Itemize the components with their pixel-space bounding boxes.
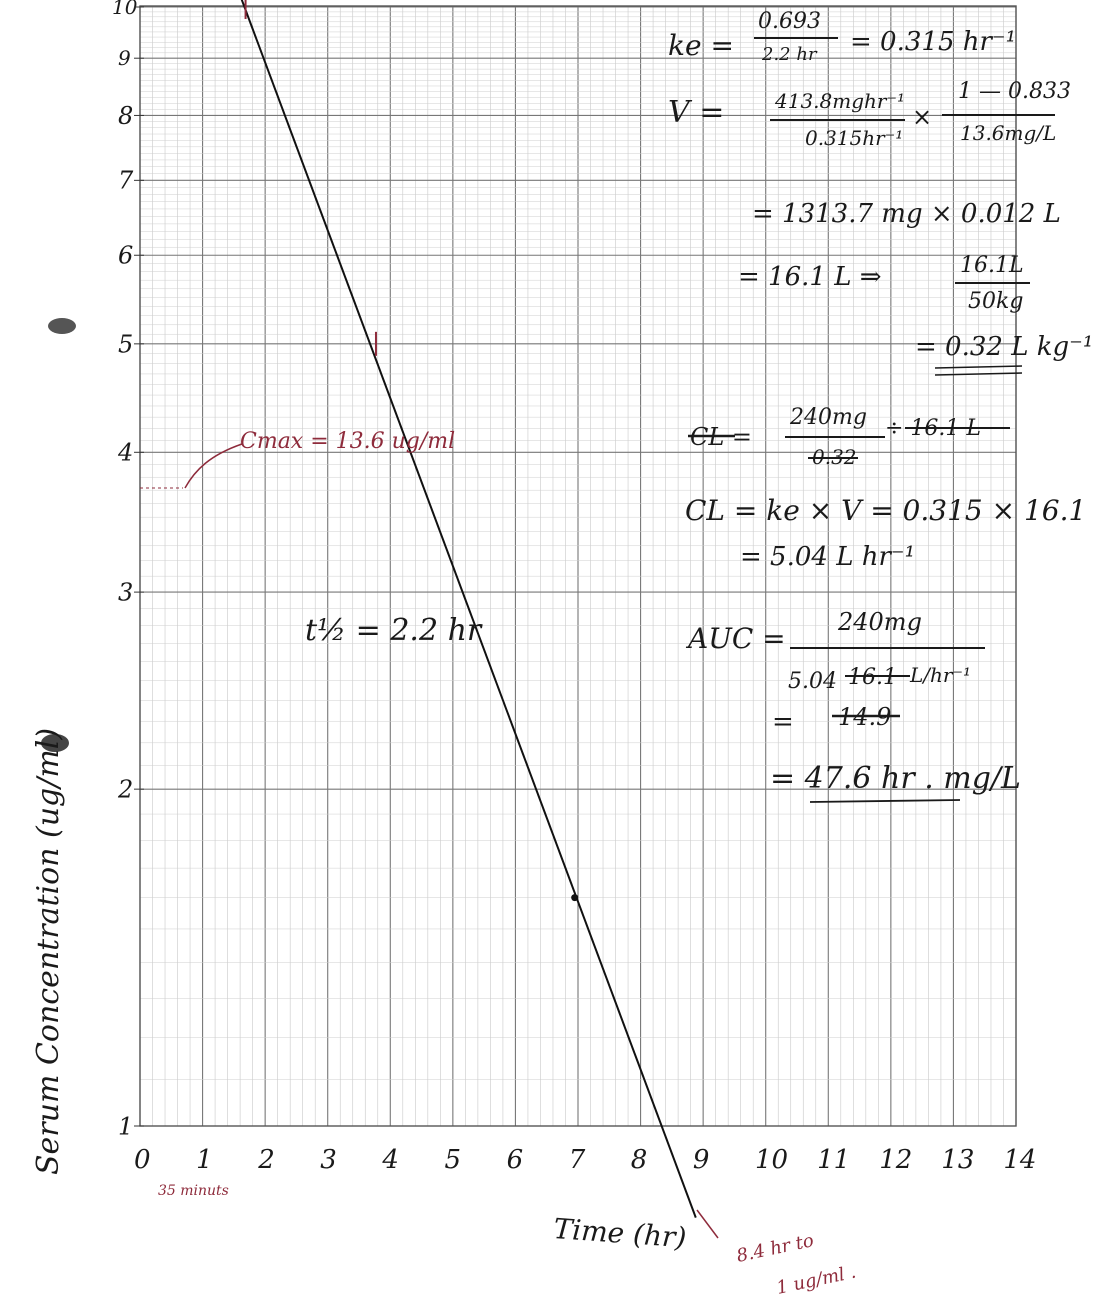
ke-denominator: 2.2 hr (761, 44, 818, 65)
y-tick-label: 4 (117, 439, 133, 467)
y-tick-label: 3 (118, 579, 133, 607)
y-tick-label: 8 (118, 102, 133, 130)
x-tick-label: 0 (134, 1145, 151, 1175)
y-tick-label: 6 (118, 242, 133, 270)
binder-hole (48, 318, 76, 334)
data-point (571, 894, 579, 902)
auc-underline (809, 799, 961, 803)
v-denominator-2: 13.6mg/L (960, 121, 1056, 145)
plot-area (240, 0, 697, 1218)
cl-struck-numerator: 240mg (789, 405, 867, 430)
cmax-annotation: Cmax = 13.6 ug/ml (240, 429, 455, 454)
v-step-3: = 16.1 L ⇒ (738, 262, 882, 292)
auc-result: = 47.6 hr . mg/L (770, 761, 1021, 796)
y-tick-label: 5 (118, 330, 133, 358)
y-tick-label: 10 (112, 0, 138, 19)
half-life-label: t½ = 2.2 hr (305, 613, 483, 648)
x-tick-label: 6 (507, 1145, 524, 1175)
v-underline-2 (934, 372, 1023, 376)
y-tick-label: 7 (118, 167, 134, 195)
x-tick-label: 13 (941, 1145, 974, 1175)
y-axis-label: Serum Concentration (ug/ml) (31, 728, 66, 1175)
endpoint-pointer (696, 1209, 719, 1239)
v-step-2: = 1313.7 mg × 0.012 L (752, 199, 1061, 229)
v-numerator-2: 1 — 0.833 (958, 79, 1071, 104)
minutes-annotation: 35 minuts (158, 1183, 229, 1199)
v-lhs: V = (668, 95, 724, 130)
y-tick-label: 1 (118, 1112, 133, 1140)
auc-denominator-unit: L/hr⁻¹ (909, 663, 971, 687)
x-tick-label: 14 (1003, 1145, 1036, 1175)
auc-denominator: 5.04 (788, 669, 837, 694)
x-tick-label: 2 (257, 1145, 275, 1175)
endpoint-annotation-line1: 8.4 hr to (735, 1230, 816, 1267)
endpoint-annotation-line2: 1 ug/ml . (775, 1262, 858, 1299)
series-line (240, 0, 697, 1218)
v-denominator-1: 0.315hr⁻¹ (805, 126, 903, 150)
x-tick-label: 4 (381, 1145, 399, 1175)
v-fraction-denominator: 50kg (968, 289, 1023, 314)
calculations: ke = 0.693 2.2 hr = 0.315 hr⁻¹ V = 413.8… (668, 9, 1093, 803)
x-tick-label: 12 (879, 1145, 912, 1175)
grid-frame (139, 5, 1017, 1127)
y-tick-label: 2 (117, 776, 133, 804)
v-times: × (912, 103, 932, 131)
auc-numerator: 240mg (837, 608, 922, 636)
v-fraction-numerator: 16.1L (960, 253, 1024, 278)
x-tick-label: 10 (755, 1145, 788, 1175)
v-numerator-1: 413.8mghr⁻¹ (774, 89, 905, 113)
x-tick-label: 11 (817, 1145, 850, 1175)
x-tick-label: 5 (445, 1145, 462, 1175)
auc-struck-step-equals: = (772, 707, 794, 737)
cmax-pointer (184, 443, 243, 489)
x-tick-label: 8 (631, 1145, 648, 1175)
x-tick-label: 1 (196, 1145, 213, 1175)
y-tick-label: 9 (118, 46, 131, 70)
x-tick-label: 7 (569, 1145, 586, 1175)
cl-line-2: = 5.04 L hr⁻¹ (740, 542, 915, 572)
cl-line-1: CL = ke × V = 0.315 × 16.1 (685, 494, 1086, 527)
auc-lhs: AUC = (685, 622, 786, 655)
v-underline-1 (934, 365, 1023, 369)
x-axis-label: Time (hr) (553, 1212, 688, 1254)
v-step-4: = 0.32 L kg⁻¹ (915, 332, 1093, 362)
auc-denominator-struck: 16.1 (848, 665, 897, 690)
x-tick-label: 9 (693, 1145, 710, 1175)
grid (139, 5, 1017, 1127)
x-axis-ticks: 0 1 2 3 4 5 6 7 8 9 10 11 12 13 14 (134, 1145, 1036, 1175)
ke-lhs: ke = (668, 29, 734, 62)
ke-numerator: 0.693 (758, 9, 821, 34)
binder-hole (41, 734, 69, 752)
x-tick-label: 3 (320, 1145, 337, 1175)
ke-result: = 0.315 hr⁻¹ (850, 27, 1016, 57)
